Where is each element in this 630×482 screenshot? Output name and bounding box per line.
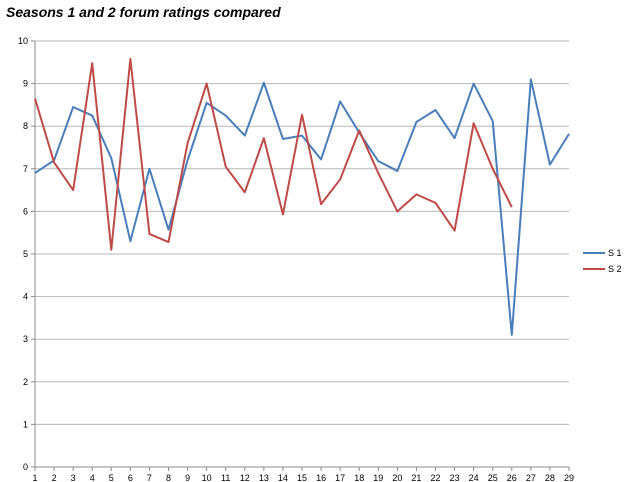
series-line bbox=[34, 78, 570, 336]
y-tick-label: 2 bbox=[23, 377, 28, 387]
y-tick-label: 9 bbox=[23, 79, 28, 89]
x-tick-label: 16 bbox=[316, 473, 326, 482]
x-tick-label: 27 bbox=[526, 473, 536, 482]
x-tick-label: 11 bbox=[221, 473, 230, 482]
y-tick-label: 10 bbox=[18, 36, 28, 46]
series-lines bbox=[34, 57, 570, 336]
chart-title: Seasons 1 and 2 forum ratings compared bbox=[6, 4, 281, 20]
series-1 bbox=[34, 78, 570, 336]
y-tick-label: 4 bbox=[23, 292, 28, 302]
y-tick-label: 8 bbox=[23, 121, 28, 131]
y-tick-label: 5 bbox=[23, 249, 28, 259]
x-tick-label: 29 bbox=[564, 473, 574, 482]
x-tick-label: 5 bbox=[109, 473, 114, 482]
x-tick-label: 23 bbox=[450, 473, 460, 482]
legend: S 1 S 2 bbox=[583, 248, 622, 274]
x-tick-label: 18 bbox=[354, 473, 364, 482]
x-tick-label: 26 bbox=[507, 473, 517, 482]
x-tick-label: 10 bbox=[202, 473, 212, 482]
x-tick-label: 8 bbox=[166, 473, 171, 482]
x-tick-label: 7 bbox=[147, 473, 152, 482]
y-tick-label: 3 bbox=[23, 334, 28, 344]
series-line bbox=[34, 57, 513, 251]
x-tick-label: 1 bbox=[32, 473, 37, 482]
x-tick-label: 14 bbox=[278, 473, 288, 482]
x-tick-label: 28 bbox=[545, 473, 555, 482]
x-tick-label: 12 bbox=[240, 473, 250, 482]
legend-label: S 2 bbox=[608, 264, 622, 274]
x-tick-label: 13 bbox=[259, 473, 269, 482]
x-tick-label: 4 bbox=[90, 473, 95, 482]
x-tick-label: 24 bbox=[469, 473, 479, 482]
gridlines bbox=[35, 40, 569, 425]
y-tick-label: 7 bbox=[23, 164, 28, 174]
x-tick-label: 15 bbox=[297, 473, 307, 482]
x-tick-label: 25 bbox=[488, 473, 498, 482]
series-2 bbox=[34, 57, 513, 251]
x-tick-label: 2 bbox=[52, 473, 57, 482]
y-tick-label: 1 bbox=[23, 419, 28, 429]
x-tick-label: 19 bbox=[373, 473, 383, 482]
x-tick-label: 3 bbox=[71, 473, 76, 482]
x-tick-label: 9 bbox=[185, 473, 190, 482]
y-tick-label: 0 bbox=[23, 462, 28, 472]
y-tick-label: 6 bbox=[23, 206, 28, 216]
x-tick-label: 20 bbox=[392, 473, 402, 482]
x-tick-label: 6 bbox=[128, 473, 133, 482]
x-tick-label: 22 bbox=[430, 473, 440, 482]
legend-label: S 1 bbox=[608, 248, 622, 258]
x-tick-label: 21 bbox=[411, 473, 421, 482]
x-tick-label: 17 bbox=[335, 473, 345, 482]
